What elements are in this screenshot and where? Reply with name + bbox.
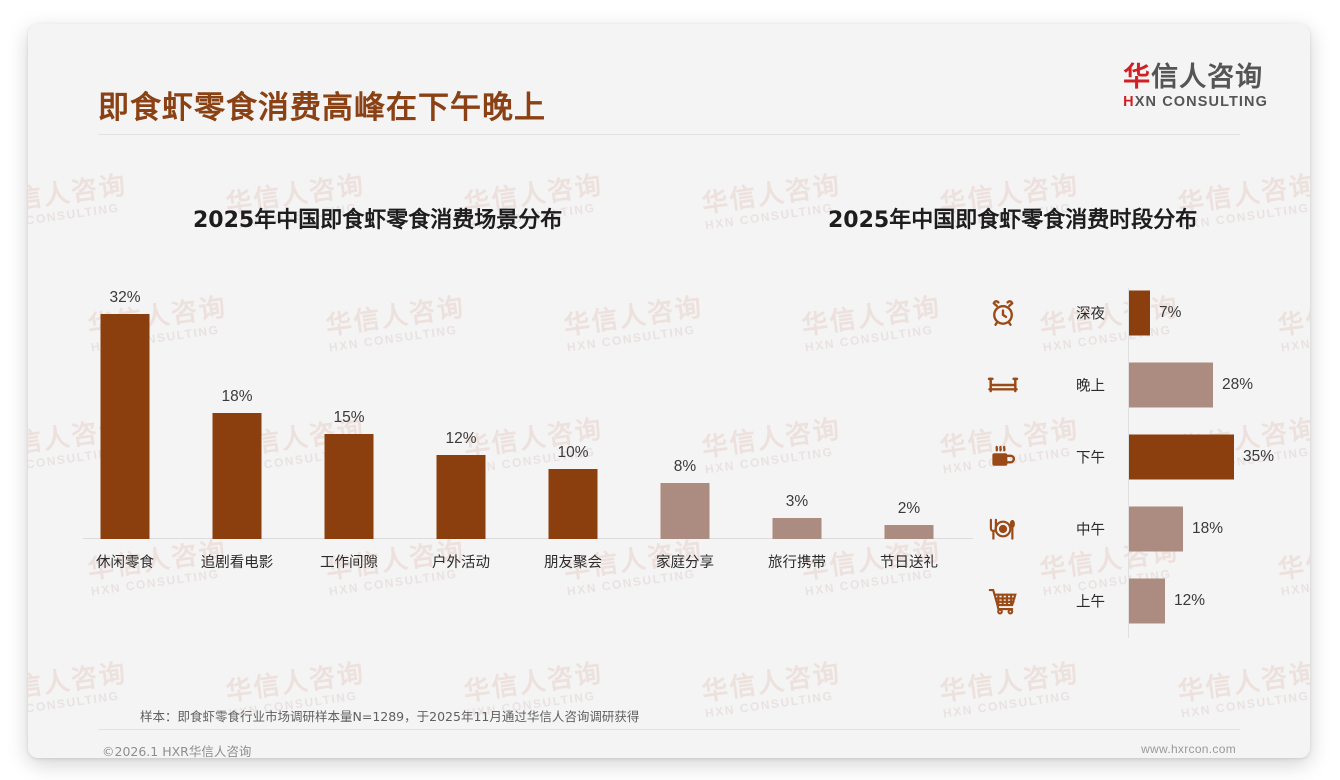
bar-category-label: 户外活动 xyxy=(432,555,490,571)
bar-category-label: 朋友聚会 xyxy=(544,555,602,571)
copyright-text: ©2026.1 HXR华信人咨询 xyxy=(102,744,252,758)
company-logo: 华信人咨询 HXN CONSULTING xyxy=(1123,62,1268,110)
bar xyxy=(1129,434,1234,480)
left-chart-title: 2025年中国即食虾零食消费场景分布 xyxy=(193,208,563,233)
right-chart-title: 2025年中国即食虾零食消费时段分布 xyxy=(828,208,1198,233)
bar-category-label: 追剧看电影 xyxy=(200,555,274,571)
plate-cutlery-icon xyxy=(986,512,1020,546)
bar-group: 8% 家庭分享 xyxy=(629,458,741,571)
alarm-clock-icon xyxy=(986,296,1020,330)
time-distribution-bar-chart: 深夜 7% 晚上 28% 下午 35% 中午 18% 上午 12% xyxy=(978,282,1293,644)
bar xyxy=(1129,362,1213,408)
footer-divider xyxy=(98,729,1240,730)
bar xyxy=(548,468,598,539)
bar xyxy=(660,482,710,539)
bar-value-label: 18% xyxy=(1192,520,1224,537)
bar-group: 18% 追剧看电影 xyxy=(181,388,293,572)
bar xyxy=(1129,578,1165,624)
logo-chinese-rest: 信人咨询 xyxy=(1151,62,1264,93)
bar-value-label: 7% xyxy=(1159,304,1182,321)
x-axis-line xyxy=(83,538,973,539)
bar-value-label: 12% xyxy=(1174,592,1206,609)
bar-row: 深夜 7% xyxy=(978,282,1293,344)
bar-row: 晚上 28% xyxy=(978,354,1293,416)
source-note: 样本：即食虾零食行业市场调研样本量N=1289，于2025年11月通过华信人咨询… xyxy=(140,709,640,724)
bar xyxy=(212,412,262,539)
coffee-cup-icon xyxy=(986,440,1020,474)
bar xyxy=(324,433,374,539)
bed-icon xyxy=(986,368,1020,402)
bar xyxy=(436,454,486,539)
bar-group: 12% 户外活动 xyxy=(405,430,517,571)
bar-group: 15% 工作间隙 xyxy=(293,409,405,571)
bar-category-label: 旅行携带 xyxy=(768,555,826,571)
bar-category-label: 中午 xyxy=(1076,522,1105,539)
bar-group: 2% 节日送礼 xyxy=(853,500,965,571)
bar-row: 上午 12% xyxy=(978,570,1293,632)
bar-category-label: 晚上 xyxy=(1076,378,1105,395)
page-title: 即食虾零食消费高峰在下午晚上 xyxy=(98,90,546,126)
bar-value-label: 32% xyxy=(109,289,141,307)
bar xyxy=(100,314,150,539)
logo-english: HXN CONSULTING xyxy=(1123,94,1268,110)
bar-value-label: 35% xyxy=(1243,448,1275,465)
bar-category-label: 家庭分享 xyxy=(656,555,714,571)
bar-value-label: 2% xyxy=(897,499,921,517)
bar-value-label: 3% xyxy=(785,492,809,510)
logo-english-red: H xyxy=(1123,94,1135,111)
bar-category-label: 节日送礼 xyxy=(880,555,938,571)
bar xyxy=(772,517,822,539)
bar-value-label: 28% xyxy=(1222,376,1254,393)
shopping-cart-icon xyxy=(986,584,1020,618)
bar-category-label: 工作间隙 xyxy=(320,555,378,571)
bar xyxy=(1129,290,1150,336)
bar-category-label: 下午 xyxy=(1076,450,1105,467)
website-url: www.hxrcon.com xyxy=(1141,742,1236,756)
bar-value-label: 8% xyxy=(673,457,697,475)
bar-category-label: 上午 xyxy=(1076,594,1105,611)
header-divider xyxy=(98,134,1240,135)
bar-group: 10% 朋友聚会 xyxy=(517,444,629,571)
bar-value-label: 12% xyxy=(445,429,477,447)
bar-value-label: 18% xyxy=(221,387,253,405)
bar-value-label: 10% xyxy=(557,443,589,461)
bar xyxy=(884,524,934,539)
bar-value-label: 15% xyxy=(333,408,365,426)
bar-row: 中午 18% xyxy=(978,498,1293,560)
slide-header xyxy=(28,24,1310,120)
bar-group: 32% 休闲零食 xyxy=(69,289,181,571)
bar-group: 3% 旅行携带 xyxy=(741,493,853,571)
y-axis-line xyxy=(1128,288,1129,638)
logo-english-rest: XN CONSULTING xyxy=(1134,94,1268,111)
bar-row: 下午 35% xyxy=(978,426,1293,488)
logo-chinese: 华信人咨询 xyxy=(1123,62,1268,93)
scene-distribution-bar-chart: 32% 休闲零食 18% 追剧看电影 15% 工作间隙 12% 户外活动 10% 朋友聚会 8% 家庭… xyxy=(83,279,973,584)
logo-chinese-red: 华 xyxy=(1123,62,1152,93)
bar-category-label: 休闲零食 xyxy=(96,555,154,571)
bar xyxy=(1129,506,1183,552)
bar-category-label: 深夜 xyxy=(1076,306,1105,323)
